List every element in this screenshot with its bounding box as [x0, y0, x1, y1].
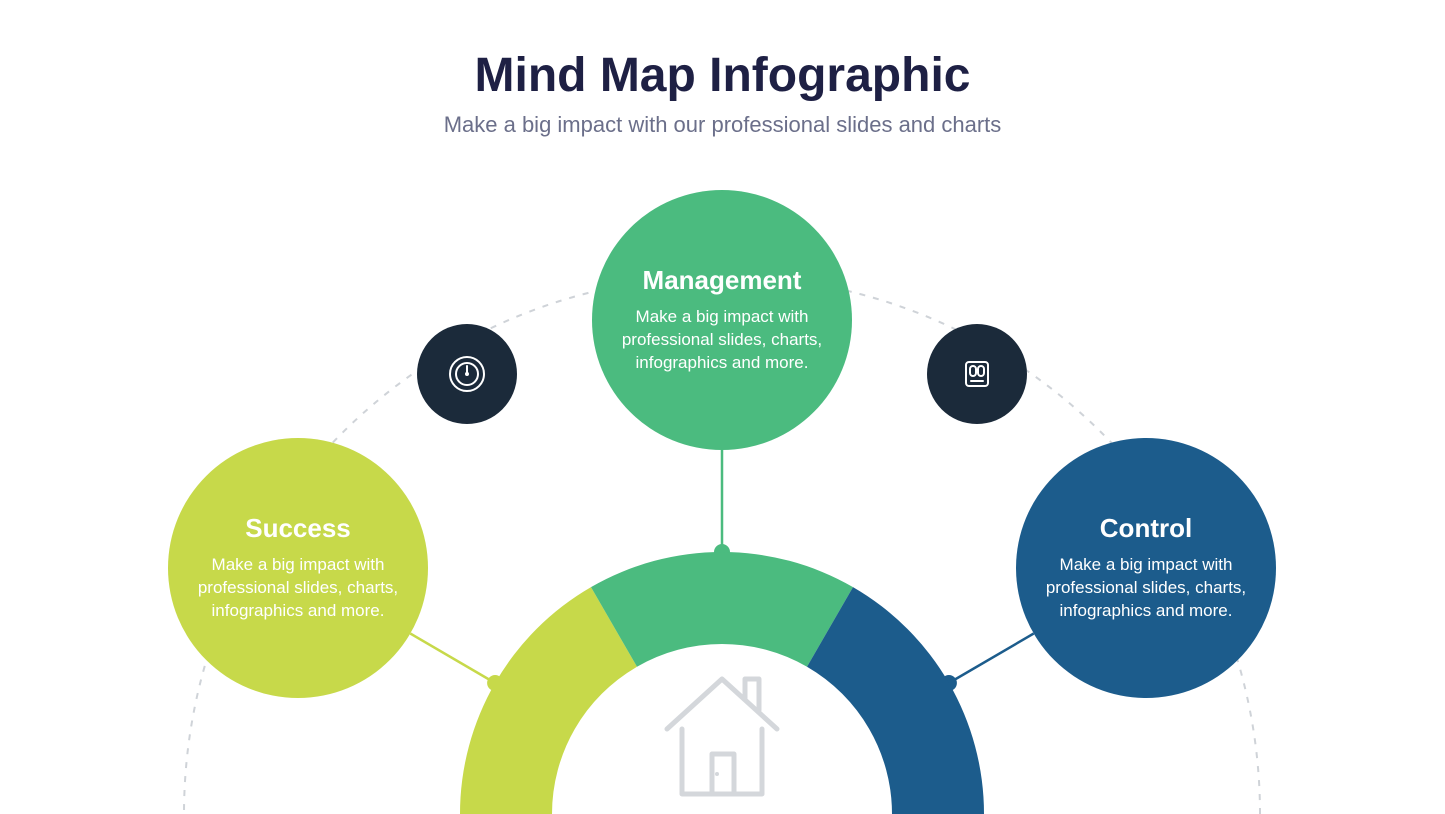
house-icon [667, 679, 777, 794]
switch-bubble [927, 324, 1027, 424]
success-body: Make a big impact with professional slid… [190, 554, 406, 623]
management-heading: Management [643, 265, 802, 296]
management-body: Make a big impact with professional slid… [614, 306, 830, 375]
clock-bubble [417, 324, 517, 424]
success-heading: Success [245, 513, 351, 544]
clock-icon [447, 354, 487, 394]
switch-icon [957, 354, 997, 394]
control-body: Make a big impact with professional slid… [1038, 554, 1254, 623]
control-bubble: Control Make a big impact with professio… [1016, 438, 1276, 698]
control-heading: Control [1100, 513, 1192, 544]
success-bubble: Success Make a big impact with professio… [168, 438, 428, 698]
management-bubble: Management Make a big impact with profes… [592, 190, 852, 450]
